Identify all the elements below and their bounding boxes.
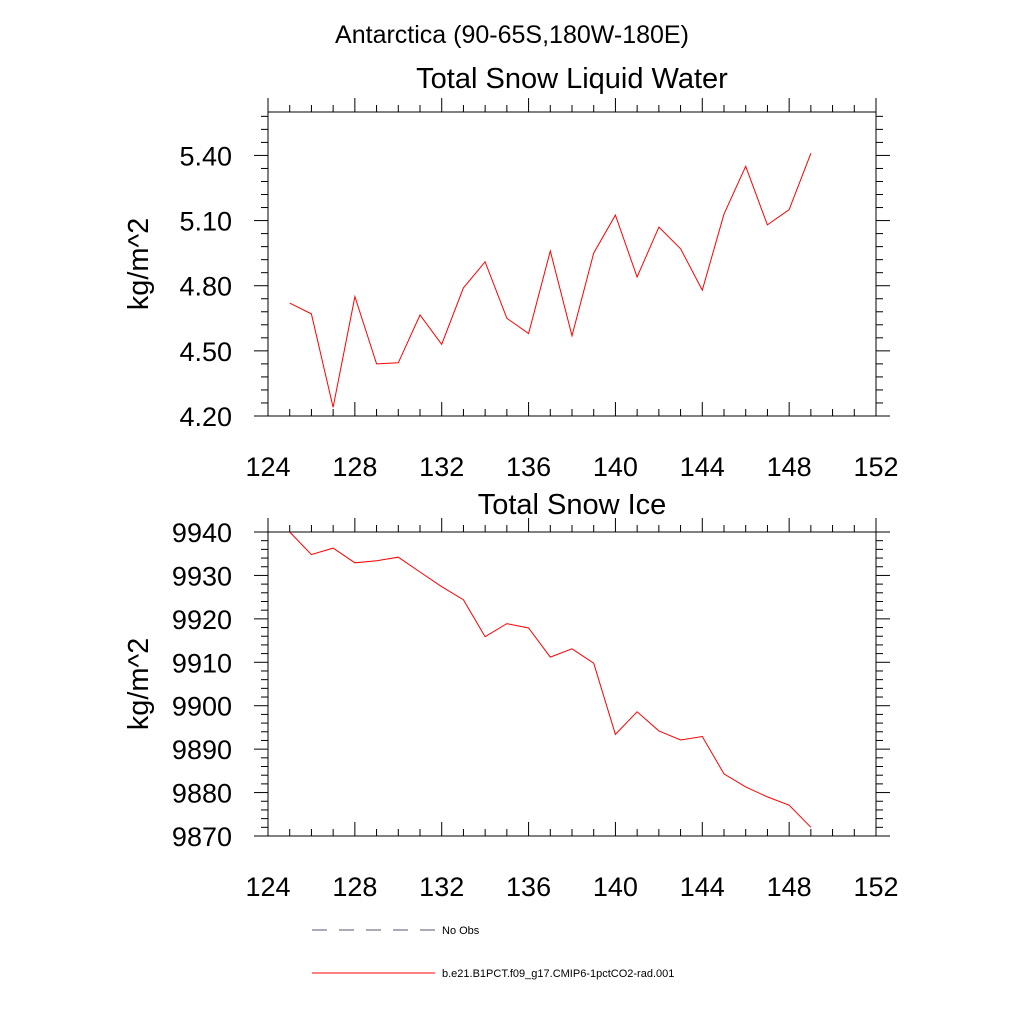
x-tick-label: 132 bbox=[419, 452, 464, 482]
panel-snow-liquid-water: Total Snow Liquid Water 124 128 132 136 140 14… bbox=[123, 63, 899, 482]
y-tick-label: 9940 bbox=[172, 518, 232, 548]
y-tick-label: 4.50 bbox=[179, 337, 232, 367]
y-tick-label: 9920 bbox=[172, 605, 232, 635]
y-tick-label: 9900 bbox=[172, 692, 232, 722]
series-line bbox=[289, 153, 812, 408]
x-tick-label: 148 bbox=[767, 872, 812, 902]
legend-model-label: b.e21.B1PCT.f09_g17.CMIP6-1pctCO2-rad.00… bbox=[442, 968, 674, 980]
x-tick-label: 124 bbox=[245, 452, 290, 482]
y-axis-label: kg/m^2 bbox=[123, 638, 155, 731]
chart-title: Total Snow Liquid Water bbox=[416, 63, 728, 95]
x-tick-label: 132 bbox=[419, 872, 464, 902]
y-tick-label: 9870 bbox=[172, 822, 232, 852]
panel-snow-ice: Total Snow Ice 124 128 132 136 140 144 148 152 98… bbox=[123, 489, 899, 902]
y-tick-label: 5.10 bbox=[179, 207, 232, 237]
figure-supertitle: Antarctica (90-65S,180W-180E) bbox=[335, 21, 689, 49]
x-tick-label: 124 bbox=[245, 872, 290, 902]
y-tick-label: 4.80 bbox=[179, 272, 232, 302]
y-tick-label: 9880 bbox=[172, 779, 232, 809]
x-tick-label: 136 bbox=[506, 872, 551, 902]
x-tick-label: 152 bbox=[853, 872, 898, 902]
y-tick-label: 5.40 bbox=[179, 141, 232, 171]
legend: No Obs b.e21.B1PCT.f09_g17.CMIP6-1pctCO2… bbox=[312, 925, 674, 980]
series-line bbox=[289, 531, 812, 828]
y-tick-label: 4.20 bbox=[179, 402, 232, 432]
x-tick-label: 140 bbox=[593, 872, 638, 902]
y-axis-label: kg/m^2 bbox=[123, 218, 155, 311]
plot-frame bbox=[267, 111, 877, 417]
legend-obs-label: No Obs bbox=[442, 925, 480, 937]
x-tick-label: 136 bbox=[506, 452, 551, 482]
x-tick-label: 152 bbox=[853, 452, 898, 482]
x-tick-label: 144 bbox=[680, 452, 725, 482]
y-tick-label: 9930 bbox=[172, 561, 232, 591]
x-tick-label: 144 bbox=[680, 872, 725, 902]
y-tick-label: 9910 bbox=[172, 648, 232, 678]
x-tick-label: 128 bbox=[332, 872, 377, 902]
x-tick-label: 128 bbox=[332, 452, 377, 482]
chart-title: Total Snow Ice bbox=[478, 489, 667, 521]
x-tick-label: 140 bbox=[593, 452, 638, 482]
y-tick-label: 9890 bbox=[172, 735, 232, 765]
x-tick-label: 148 bbox=[767, 452, 812, 482]
plot-frame bbox=[267, 531, 877, 837]
